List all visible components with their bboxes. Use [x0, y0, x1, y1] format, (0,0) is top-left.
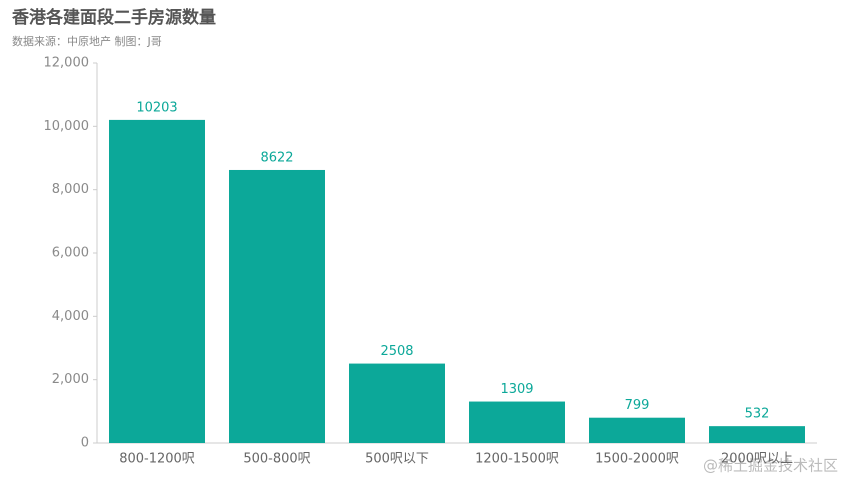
- x-tick-label: 2000呎以上: [721, 452, 793, 467]
- data-label: 10203: [136, 100, 177, 115]
- chart-subtitle: 数据来源：中原地产 制图：J哥: [12, 34, 162, 48]
- data-label: 8622: [260, 150, 293, 165]
- bar: [469, 401, 565, 443]
- chart-title: 香港各建面段二手房源数量: [12, 7, 216, 28]
- x-tick-label: 800-1200呎: [119, 452, 195, 467]
- y-tick-label: 8,000: [52, 182, 89, 197]
- watermark: @稀土掘金技术社区: [703, 457, 838, 475]
- bar: [229, 169, 325, 443]
- x-tick-label: 500-800呎: [243, 452, 310, 467]
- y-tick-label: 6,000: [52, 246, 89, 261]
- data-label: 799: [625, 398, 650, 413]
- x-tick-label: 500呎以下: [365, 452, 429, 467]
- data-label: 1309: [500, 382, 533, 397]
- y-tick-label: 4,000: [52, 309, 89, 324]
- data-label: 2508: [380, 344, 413, 359]
- bar: [589, 417, 685, 443]
- bar: [349, 363, 445, 443]
- y-tick-label: 2,000: [52, 372, 89, 387]
- y-tick-label: 0: [81, 436, 89, 451]
- x-tick-label: 1500-2000呎: [595, 452, 679, 467]
- x-tick-label: 1200-1500呎: [475, 452, 559, 467]
- data-label: 532: [745, 407, 770, 422]
- y-tick-label: 10,000: [44, 119, 90, 134]
- bar: [109, 119, 205, 443]
- y-tick-label: 12,000: [44, 56, 90, 71]
- bar: [709, 426, 805, 443]
